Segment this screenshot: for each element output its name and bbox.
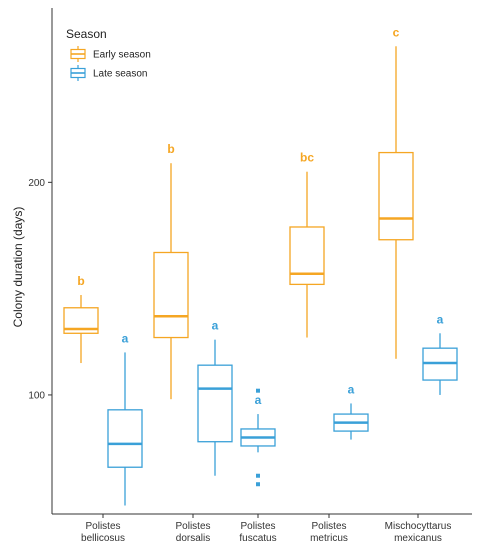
significance-label: bc bbox=[300, 151, 314, 165]
legend: Season Early season Late season bbox=[66, 27, 151, 81]
significance-label: a bbox=[122, 331, 129, 345]
outlier-point bbox=[256, 473, 260, 478]
outlier-point bbox=[256, 482, 260, 487]
outlier-point bbox=[256, 388, 260, 393]
box-iqr bbox=[107, 409, 143, 468]
significance-label: a bbox=[255, 393, 262, 407]
significance-labels: b b bc c a a a a a bbox=[77, 25, 443, 407]
box-late-2 bbox=[240, 388, 276, 487]
legend-title: Season bbox=[66, 27, 107, 41]
legend-key bbox=[70, 65, 86, 81]
boxes bbox=[63, 46, 458, 506]
legend-key bbox=[70, 46, 86, 62]
x-tick-label: Polistes metricus bbox=[310, 521, 348, 544]
x-tick-label: Polistes fuscatus bbox=[239, 521, 276, 544]
box-early-0 bbox=[63, 295, 99, 364]
significance-label: c bbox=[393, 25, 400, 39]
significance-label: a bbox=[212, 319, 219, 333]
legend-label: Late season bbox=[93, 69, 148, 80]
box-late-4 bbox=[422, 333, 458, 395]
box-early-4 bbox=[378, 46, 414, 359]
x-tick-label: Polistes bellicosus bbox=[81, 521, 125, 544]
box-late-3 bbox=[333, 403, 369, 440]
y-tick-label: 100 bbox=[28, 390, 45, 401]
box-early-3 bbox=[289, 171, 325, 338]
y-tick-label: 200 bbox=[28, 178, 45, 189]
box-iqr bbox=[289, 226, 325, 286]
significance-label: a bbox=[348, 382, 355, 396]
significance-label: a bbox=[437, 312, 444, 326]
box-late-1 bbox=[197, 339, 233, 476]
legend-label: Early season bbox=[93, 50, 151, 61]
axes: 100 200 Colony duration (days) Polistes bell… bbox=[11, 8, 472, 544]
box-iqr bbox=[378, 151, 414, 241]
x-tick-label: Polistes dorsalis bbox=[175, 521, 210, 544]
box-late-0 bbox=[107, 352, 143, 506]
box-iqr bbox=[197, 364, 233, 443]
y-axis-title: Colony duration (days) bbox=[11, 207, 25, 328]
box-iqr bbox=[153, 251, 189, 339]
significance-label: b bbox=[77, 274, 84, 288]
significance-label: b bbox=[167, 142, 174, 156]
x-tick-label: Mischocyttarus mexicanus bbox=[385, 521, 452, 544]
box-early-1 bbox=[153, 163, 189, 400]
